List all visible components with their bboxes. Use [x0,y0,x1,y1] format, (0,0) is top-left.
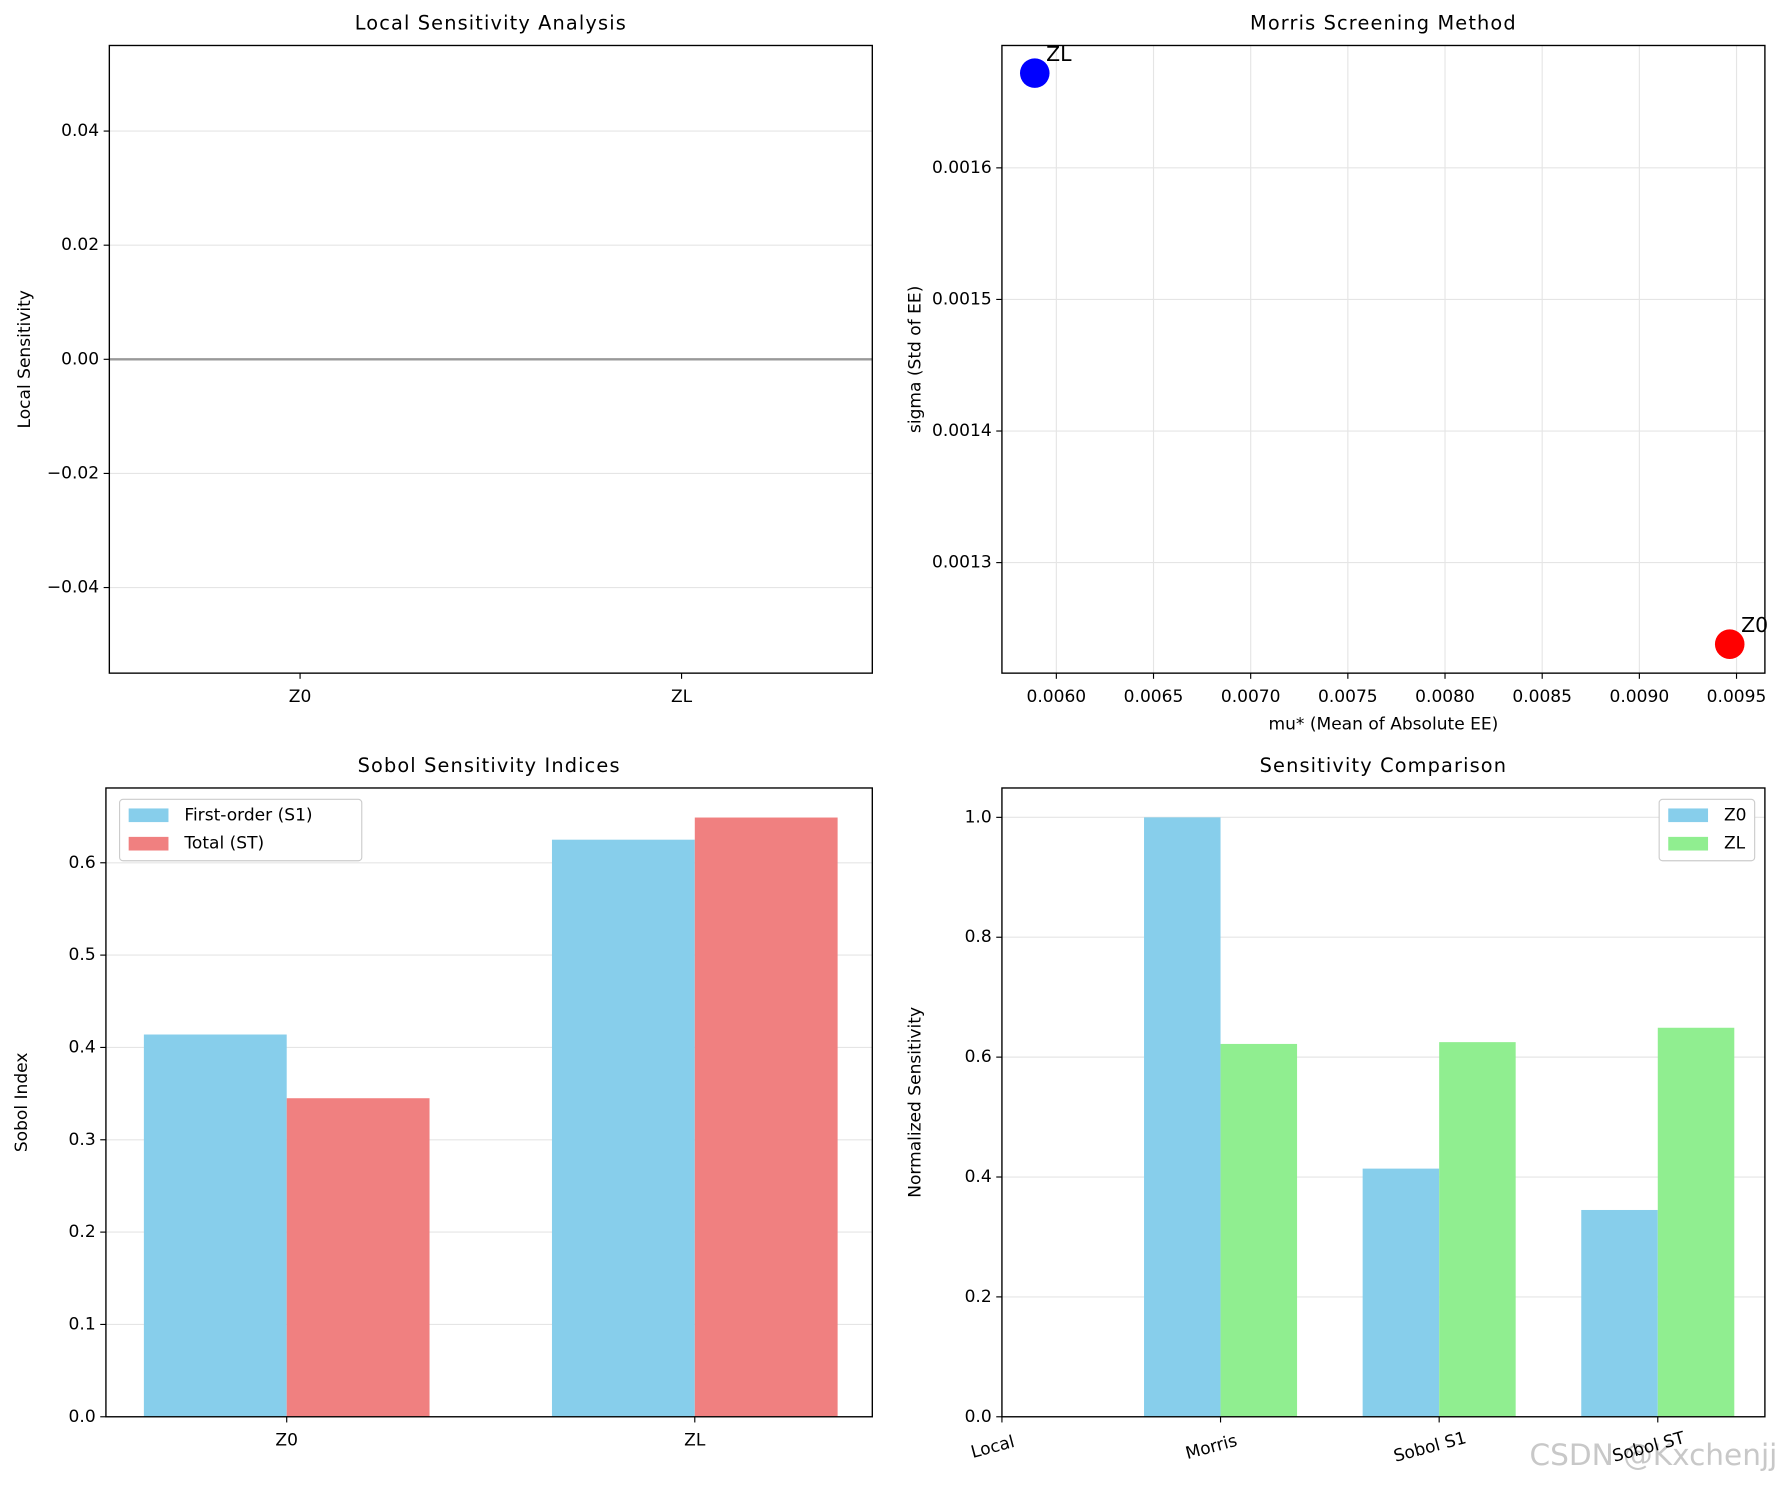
y-tick-label: 0.5 [69,945,96,965]
y-tick-label: 0.1 [69,1314,96,1334]
x-tick-label: 0.0070 [1221,687,1281,707]
y-tick-label: 0.4 [965,1167,992,1187]
y-axis-label: Local Sensitivity [15,290,35,428]
y-tick-label: −0.02 [47,463,99,483]
y-tick-label: 0.0 [965,1407,992,1427]
watermark: CSDN @Kxchenjj [1530,1438,1778,1472]
legend-label: Z0 [1724,805,1747,825]
y-tick-label: 0.0 [69,1407,96,1427]
bar [694,817,838,1417]
plot-area [1144,817,1735,1417]
chart-title: Local Sensitivity Analysis [355,11,627,34]
y-axis-label: Sobol Index [12,1053,32,1153]
y-axis-label: sigma (Std of EE) [906,286,926,433]
axes-frame [105,787,873,1418]
point-label: Z0 [1741,613,1768,637]
chart-title: Sensitivity Comparison [1260,754,1508,777]
bar [1220,1043,1298,1417]
y-tick-label: 0.6 [69,853,96,873]
y-tick-label: 0.00 [61,349,99,369]
point [1019,58,1050,88]
legend-label: Total (ST) [183,834,264,854]
x-tick-label: Z0 [289,687,312,707]
x-tick-label: 0.0085 [1512,687,1572,707]
y-tick-label: 0.6 [965,1047,992,1067]
y-tick-label: 0.8 [965,927,992,947]
bar [1362,1168,1440,1417]
y-tick-label: 0.0015 [932,289,992,309]
axes-frame [1001,787,1766,1418]
legend-label: First-order (S1) [184,805,312,825]
y-tick-label: 0.3 [69,1130,96,1150]
y-tick-label: 0.4 [69,1037,96,1057]
x-axis-label: mu* (Mean of Absolute EE) [1268,714,1498,734]
x-tick-label: Morris [1184,1431,1240,1464]
axes-frame [108,44,873,674]
legend-swatch [128,836,169,851]
x-tick-label: 0.0075 [1318,687,1378,707]
x-tick-label: 0.0095 [1707,687,1767,707]
x-tick-label: ZL [671,687,693,707]
x-tick-label: ZL [684,1431,706,1451]
y-tick-label: 0.0016 [932,158,992,178]
bar [1581,1209,1658,1417]
y-tick-label: 0.2 [965,1287,992,1307]
legend-label: ZL [1724,834,1746,854]
y-tick-label: −0.04 [47,578,99,598]
chart-title: Sobol Sensitivity Indices [358,754,621,777]
bar [286,1098,430,1417]
plot-area [143,817,838,1417]
x-tick-label: Z0 [275,1431,298,1451]
x-tick-label: 0.0060 [1027,687,1087,707]
x-tick-label: 0.0090 [1610,687,1670,707]
x-tick-label: 0.0080 [1415,687,1475,707]
legend-swatch [1668,808,1709,823]
bar [1439,1042,1516,1417]
bar [551,839,695,1417]
y-tick-label: 0.04 [61,121,99,141]
point [1714,629,1745,659]
x-tick-label: Sobol S1 [1392,1428,1469,1467]
y-tick-label: 0.02 [61,235,99,255]
x-tick-label: Local [969,1432,1017,1463]
chart-title: Morris Screening Method [1250,11,1517,34]
legend-box [119,798,363,862]
y-tick-label: 0.2 [69,1222,96,1242]
axes-frame [1001,44,1766,674]
bar [1144,817,1221,1417]
y-tick-label: 0.0014 [932,421,992,441]
legend-swatch [128,808,169,823]
y-tick-label: 1.0 [965,807,992,827]
y-tick-label: 0.0013 [932,553,992,573]
bar [1657,1027,1735,1417]
bar [143,1034,287,1417]
legend-swatch [1668,836,1709,851]
x-tick-label: 0.0065 [1124,687,1184,707]
y-axis-label: Normalized Sensitivity [906,1007,926,1198]
